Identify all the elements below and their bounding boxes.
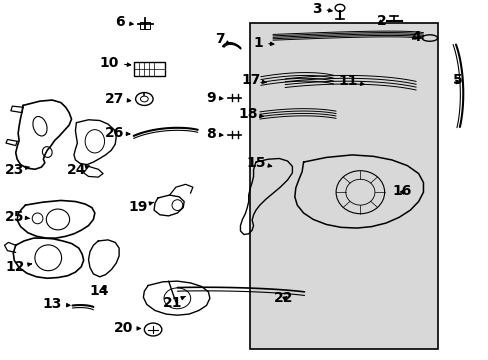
Bar xyxy=(140,22,150,29)
Bar xyxy=(133,62,165,76)
Text: 14: 14 xyxy=(90,284,109,298)
Text: 17: 17 xyxy=(241,73,266,87)
Text: 13: 13 xyxy=(42,297,70,311)
Text: 12: 12 xyxy=(6,260,31,274)
Text: 24: 24 xyxy=(66,163,89,177)
Text: 16: 16 xyxy=(391,184,410,198)
Text: 1: 1 xyxy=(253,36,273,50)
Text: 25: 25 xyxy=(4,210,29,224)
Text: 15: 15 xyxy=(245,156,271,170)
Text: 6: 6 xyxy=(115,15,133,29)
Text: 27: 27 xyxy=(104,92,130,106)
Text: 2: 2 xyxy=(377,14,386,28)
Text: 18: 18 xyxy=(238,107,263,121)
Text: 19: 19 xyxy=(129,199,153,213)
Text: 7: 7 xyxy=(214,32,229,46)
Text: 21: 21 xyxy=(163,296,184,310)
Text: 26: 26 xyxy=(104,126,130,140)
Text: 3: 3 xyxy=(311,2,331,15)
Text: 5: 5 xyxy=(451,73,461,87)
Text: 4: 4 xyxy=(410,30,420,44)
Text: 8: 8 xyxy=(206,127,223,141)
Text: 23: 23 xyxy=(4,163,29,177)
Text: 9: 9 xyxy=(206,91,223,104)
Text: 10: 10 xyxy=(100,56,130,70)
Text: 11: 11 xyxy=(338,74,364,88)
Bar xyxy=(250,23,437,349)
Text: 22: 22 xyxy=(274,291,293,305)
Text: 20: 20 xyxy=(114,321,140,336)
